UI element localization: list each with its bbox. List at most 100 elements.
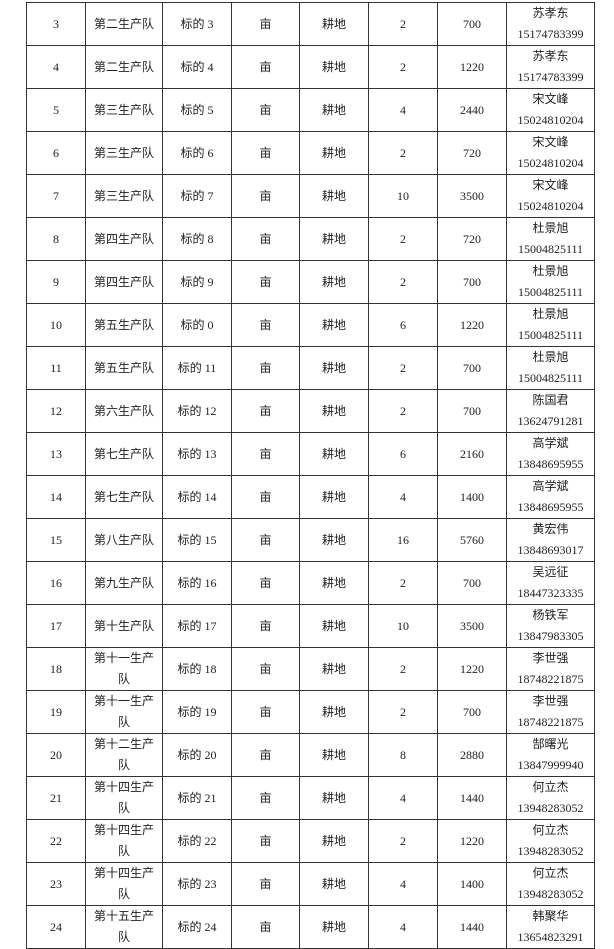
- quantity-cell: 2: [368, 647, 438, 691]
- amount-cell: 720: [437, 217, 507, 261]
- contact-phone: 15004825111: [517, 328, 584, 342]
- target-label-cell: 标的 18: [162, 647, 232, 691]
- contact-name: 宋文峰: [532, 178, 569, 192]
- land-type-cell: 耕地: [299, 475, 369, 519]
- row-number-cell: 24: [26, 905, 86, 949]
- amount-cell: 1220: [437, 303, 507, 347]
- land-type-cell: 耕地: [299, 131, 369, 175]
- amount-cell: 700: [437, 389, 507, 433]
- land-type-cell: 耕地: [299, 217, 369, 261]
- contact-phone: 15174783399: [517, 27, 584, 41]
- production-team-cell: 第十一生产队: [85, 647, 163, 691]
- target-label-cell: 标的 8: [162, 217, 232, 261]
- contact-phone: 13847983305: [517, 629, 584, 643]
- table-row: 8 第四生产队 标的 8 亩耕地 2 720 杜景旭 15004825111: [26, 217, 595, 261]
- quantity-cell: 2: [368, 819, 438, 863]
- contact-name: 何立杰: [532, 866, 569, 880]
- quantity-cell: 2: [368, 45, 438, 89]
- production-team-cell: 第八生产队: [85, 518, 163, 562]
- production-team-cell: 第九生产队: [85, 561, 163, 605]
- quantity-cell: 8: [368, 733, 438, 777]
- contact-phone: 18748221875: [517, 672, 584, 686]
- unit-cell: 亩: [231, 561, 300, 605]
- contact-cell: 何立杰 13948283052: [506, 819, 595, 863]
- table-row: 7 第三生产队 标的 7 亩耕地 10 3500 宋文峰 15024810204: [26, 174, 595, 218]
- table-row: 20 第十二生产队 标的 20 亩耕地 8 2880 郜曙光 13847999940: [26, 733, 595, 777]
- table-row: 22 第十四生产队 标的 22 亩耕地 2 1220 何立杰 13948283052: [26, 819, 595, 863]
- unit-cell: 亩: [231, 776, 300, 820]
- amount-cell: 2880: [437, 733, 507, 777]
- table-row: 4 第二生产队 标的 4 亩耕地 2 1220 苏孝东 15174783399: [26, 45, 595, 89]
- contact-phone: 15024810204: [517, 199, 584, 213]
- contact-cell: 杜景旭 15004825111: [506, 303, 595, 347]
- unit-cell: 亩: [231, 346, 300, 390]
- land-type-cell: 耕地: [299, 518, 369, 562]
- land-type-cell: 耕地: [299, 905, 369, 949]
- quantity-cell: 4: [368, 776, 438, 820]
- quantity-cell: 6: [368, 303, 438, 347]
- unit-cell: 亩: [231, 604, 300, 648]
- contact-cell: 杜景旭 15004825111: [506, 217, 595, 261]
- contact-cell: 杨铁军 13847983305: [506, 604, 595, 648]
- table-row: 10 第五生产队 标的 0 亩耕地 6 1220 杜景旭 15004825111: [26, 303, 595, 347]
- amount-cell: 2440: [437, 88, 507, 132]
- contact-name: 李世强: [532, 694, 569, 708]
- production-team-cell: 第七生产队: [85, 475, 163, 519]
- amount-cell: 1400: [437, 475, 507, 519]
- target-label-cell: 标的 5: [162, 88, 232, 132]
- row-number-cell: 4: [26, 45, 86, 89]
- row-number-cell: 17: [26, 604, 86, 648]
- amount-cell: 3500: [437, 604, 507, 648]
- land-type-cell: 耕地: [299, 303, 369, 347]
- target-label-cell: 标的 17: [162, 604, 232, 648]
- row-number-cell: 11: [26, 346, 86, 390]
- row-number-cell: 3: [26, 2, 86, 46]
- contact-cell: 陈国君 13624791281: [506, 389, 595, 433]
- target-label-cell: 标的 20: [162, 733, 232, 777]
- table-row: 16 第九生产队 标的 16 亩耕地 2 700 吴远征 18447323335: [26, 561, 595, 605]
- quantity-cell: 4: [368, 475, 438, 519]
- contact-cell: 吴远征 18447323335: [506, 561, 595, 605]
- quantity-cell: 10: [368, 604, 438, 648]
- contact-cell: 宋文峰 15024810204: [506, 131, 595, 175]
- land-type-cell: 耕地: [299, 690, 369, 734]
- production-team-cell: 第三生产队: [85, 174, 163, 218]
- table-row: 15 第八生产队 标的 15 亩耕地 16 5760 黄宏伟 13848693017: [26, 518, 595, 562]
- production-team-cell: 第五生产队: [85, 303, 163, 347]
- contact-phone: 13654823291: [517, 930, 584, 944]
- table-row: 11 第五生产队 标的 11 亩耕地 2 700 杜景旭 15004825111: [26, 346, 595, 390]
- production-team-cell: 第六生产队: [85, 389, 163, 433]
- contact-phone: 15024810204: [517, 156, 584, 170]
- row-number-cell: 16: [26, 561, 86, 605]
- land-type-cell: 耕地: [299, 604, 369, 648]
- table-row: 9 第四生产队 标的 9 亩耕地 2 700 杜景旭 15004825111: [26, 260, 595, 304]
- production-team-cell: 第三生产队: [85, 131, 163, 175]
- quantity-cell: 10: [368, 174, 438, 218]
- row-number-cell: 22: [26, 819, 86, 863]
- contact-phone: 13847999940: [517, 758, 584, 772]
- table-body: 3 第二生产队 标的 3 亩耕地 2 700 苏孝东 15174783399 4 第二生产队 标的 …: [26, 2, 595, 949]
- land-type-cell: 耕地: [299, 819, 369, 863]
- amount-cell: 700: [437, 260, 507, 304]
- contact-name: 何立杰: [532, 823, 569, 837]
- unit-cell: 亩: [231, 88, 300, 132]
- production-team-cell: 第十二生产队: [85, 733, 163, 777]
- production-team-cell: 第十五生产队: [85, 905, 163, 949]
- contact-name: 杜景旭: [532, 307, 569, 321]
- unit-cell: 亩: [231, 303, 300, 347]
- quantity-cell: 2: [368, 389, 438, 433]
- unit-cell: 亩: [231, 819, 300, 863]
- contact-name: 韩聚华: [532, 909, 569, 923]
- contact-phone: 13948283052: [517, 801, 584, 815]
- quantity-cell: 2: [368, 260, 438, 304]
- production-team-cell: 第十一生产队: [85, 690, 163, 734]
- contact-cell: 李世强 18748221875: [506, 647, 595, 691]
- contact-name: 高学斌: [532, 479, 569, 493]
- unit-cell: 亩: [231, 2, 300, 46]
- quantity-cell: 4: [368, 88, 438, 132]
- contact-name: 杨铁军: [532, 608, 569, 622]
- table-row: 23 第十四生产队 标的 23 亩耕地 4 1400 何立杰 13948283052: [26, 862, 595, 906]
- contact-phone: 13848693017: [517, 543, 584, 557]
- contact-phone: 13948283052: [517, 844, 584, 858]
- unit-cell: 亩: [231, 45, 300, 89]
